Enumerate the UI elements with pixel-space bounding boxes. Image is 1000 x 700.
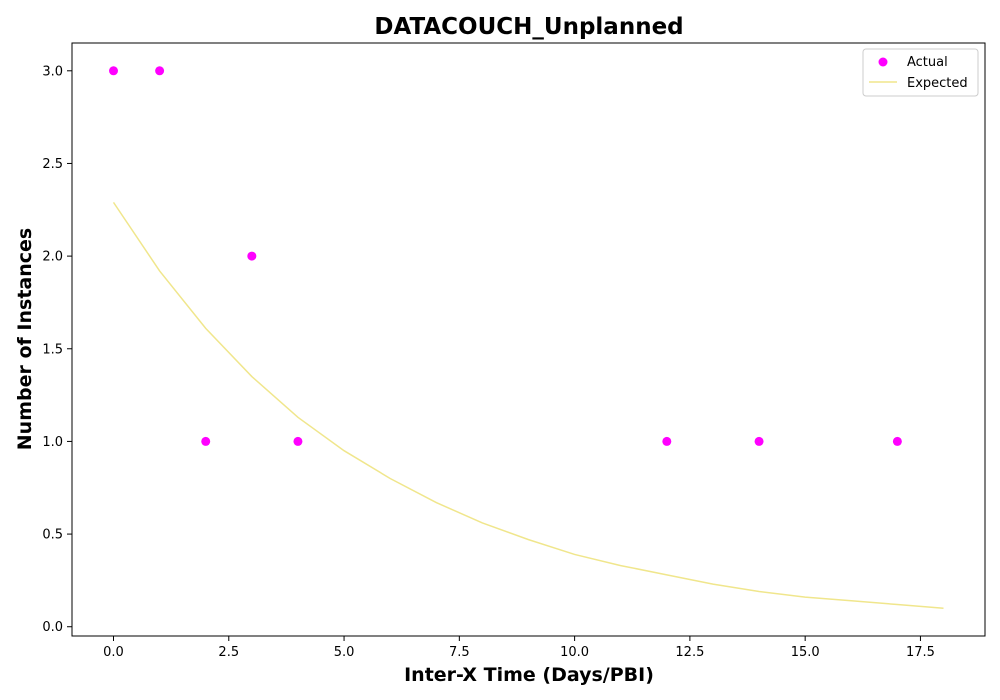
actual-point <box>662 436 672 446</box>
y-tick-label: 1.5 <box>42 342 63 357</box>
actual-point <box>155 66 165 76</box>
x-tick-label: 5.0 <box>334 645 355 660</box>
actual-point <box>892 436 902 446</box>
legend-label-actual: Actual <box>907 55 948 70</box>
legend-marker-actual <box>878 57 888 67</box>
actual-point <box>293 436 303 446</box>
actual-point <box>109 66 118 76</box>
x-tick-label: 10.0 <box>560 645 589 660</box>
x-axis-ticks: 0.0 2.5 5.0 7.5 10.0 12.5 15.0 17.5 <box>103 636 935 660</box>
y-tick-label: 2.0 <box>42 250 63 265</box>
legend: Actual Expected <box>862 48 979 97</box>
y-tick-label: 2.5 <box>42 157 63 172</box>
x-tick-label: 15.0 <box>791 645 820 660</box>
actual-point <box>201 436 211 446</box>
y-axis-ticks: 0.0 0.5 1.0 1.5 2.0 2.5 3.0 <box>42 64 72 635</box>
plot-area <box>109 66 944 609</box>
x-tick-label: 12.5 <box>675 645 704 660</box>
x-tick-label: 17.5 <box>906 645 935 660</box>
y-tick-label: 0.0 <box>42 620 63 635</box>
y-axis-label: Number of Instances <box>14 228 36 450</box>
y-tick-label: 3.0 <box>42 64 63 79</box>
x-axis-label: Inter-X Time (Days/PBI) <box>404 664 654 686</box>
y-tick-label: 0.5 <box>42 528 63 543</box>
expected-series-line <box>112 201 944 609</box>
actual-point <box>247 251 257 261</box>
actual-point <box>754 436 764 446</box>
chart-title: DATACOUCH_Unplanned <box>374 14 683 40</box>
legend-box <box>862 48 979 97</box>
x-tick-label: 7.5 <box>449 645 470 660</box>
x-tick-label: 2.5 <box>218 645 239 660</box>
x-tick-label: 0.0 <box>103 645 124 660</box>
legend-label-expected: Expected <box>907 76 968 91</box>
y-tick-label: 1.0 <box>42 435 63 450</box>
axes-frame <box>71 42 986 637</box>
